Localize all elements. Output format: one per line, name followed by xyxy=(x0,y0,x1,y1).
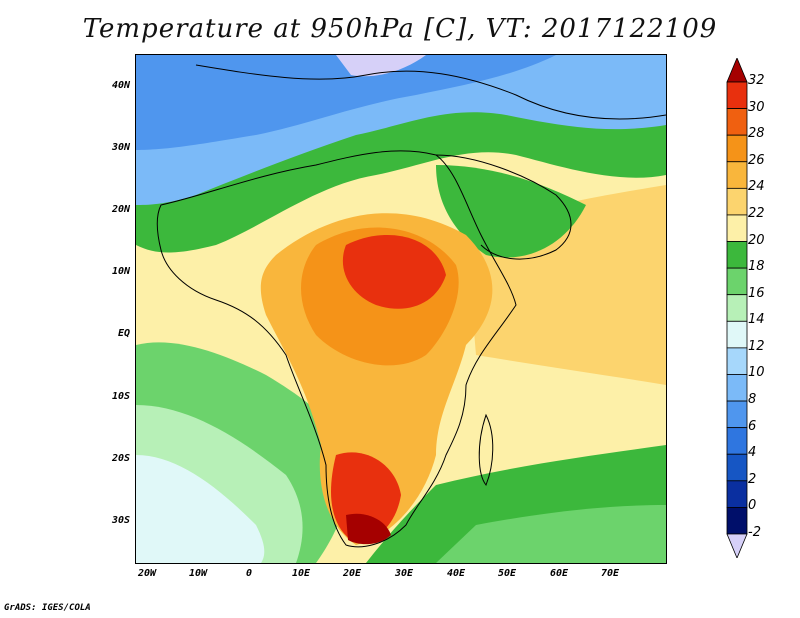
colorbar-label: -2 xyxy=(748,525,761,540)
lat-label-10s: 10S xyxy=(111,391,130,402)
south-atlantic-cold-field xyxy=(136,455,265,563)
colorbar-label: 12 xyxy=(748,338,765,354)
lat-label-eq: EQ xyxy=(117,328,130,339)
colorbar xyxy=(726,58,748,558)
colorbar-label: 8 xyxy=(748,392,757,408)
colorbar-swatch xyxy=(726,374,748,402)
africa-coastline xyxy=(156,150,517,548)
mediterranean-field xyxy=(136,55,556,150)
colorbar-swatch xyxy=(726,81,748,109)
arabia-field xyxy=(436,165,586,258)
lat-label-20n: 20N xyxy=(111,204,130,215)
colorbar-label: 2 xyxy=(748,471,757,487)
temperature-field xyxy=(136,55,666,563)
lon-label-10w: 10W xyxy=(188,568,208,579)
colorbar-label: 14 xyxy=(748,312,765,328)
colorbar-label: 16 xyxy=(748,285,765,301)
colorbar-bottom-triangle xyxy=(726,533,748,558)
colorbar-swatch xyxy=(726,480,748,508)
sudan-hot-field xyxy=(342,235,446,309)
arabia-coastline xyxy=(435,154,572,260)
colorbar-label: 28 xyxy=(748,126,765,142)
lon-label-10e: 10E xyxy=(291,568,311,579)
colorbar-swatch xyxy=(726,267,748,296)
colorbar-swatch xyxy=(726,108,748,136)
lat-label-10n: 10N xyxy=(111,266,130,277)
lon-label-20e: 20E xyxy=(342,568,362,579)
colorbar-swatch xyxy=(726,427,748,455)
colorbar-swatch xyxy=(726,241,748,269)
south-indian-cool-field xyxy=(436,505,666,563)
colorbar-label: 10 xyxy=(748,365,765,381)
colorbar-label: 20 xyxy=(748,232,765,248)
lon-label-20w: 20W xyxy=(137,568,157,579)
colorbar-top-triangle xyxy=(726,58,748,83)
south-africa-max-field xyxy=(346,513,391,545)
europe-cold-field xyxy=(336,55,426,77)
colorbar-swatch xyxy=(726,134,748,163)
lon-label-70e: 70E xyxy=(600,568,620,579)
lon-label-30e: 30E xyxy=(394,568,414,579)
colorbar-swatch xyxy=(726,507,748,535)
colorbar-swatch xyxy=(726,453,748,482)
madagascar-coastline xyxy=(478,413,494,486)
lon-label-40e: 40E xyxy=(446,568,466,579)
colorbar-swatch xyxy=(726,347,748,375)
colorbar-label: 0 xyxy=(748,498,757,514)
colorbar-label: 30 xyxy=(748,99,765,115)
lat-label-30n: 30N xyxy=(111,142,130,153)
colorbar-label: 32 xyxy=(748,73,765,88)
colorbar-swatch xyxy=(726,400,748,429)
colorbar-swatch xyxy=(726,214,748,242)
colorbar-label: 4 xyxy=(748,445,757,461)
grads-credit: GrADS: IGES/COLA xyxy=(4,603,91,613)
lon-label-60e: 60E xyxy=(549,568,569,579)
colorbar-swatch xyxy=(726,161,748,189)
colorbar-swatch xyxy=(726,320,748,349)
colorbar-label: 24 xyxy=(748,179,765,195)
mediterranean-coastline xyxy=(195,64,666,120)
colorbar-swatch xyxy=(726,294,748,322)
lat-label-40n: 40N xyxy=(111,80,130,91)
colorbar-label: 26 xyxy=(748,152,765,168)
lat-label-20s: 20S xyxy=(111,453,130,464)
temperature-map xyxy=(135,54,667,564)
lat-label-30s: 30S xyxy=(111,515,130,526)
lon-label-50e: 50E xyxy=(497,568,517,579)
colorbar-label: 18 xyxy=(748,259,765,275)
lon-label-0: 0 xyxy=(245,568,253,579)
colorbar-label: 22 xyxy=(748,205,765,221)
colorbar-label: 6 xyxy=(748,418,757,434)
colorbar-swatch xyxy=(726,187,748,216)
map-title: Temperature at 950hPa [C], VT: 201712210… xyxy=(82,14,718,44)
